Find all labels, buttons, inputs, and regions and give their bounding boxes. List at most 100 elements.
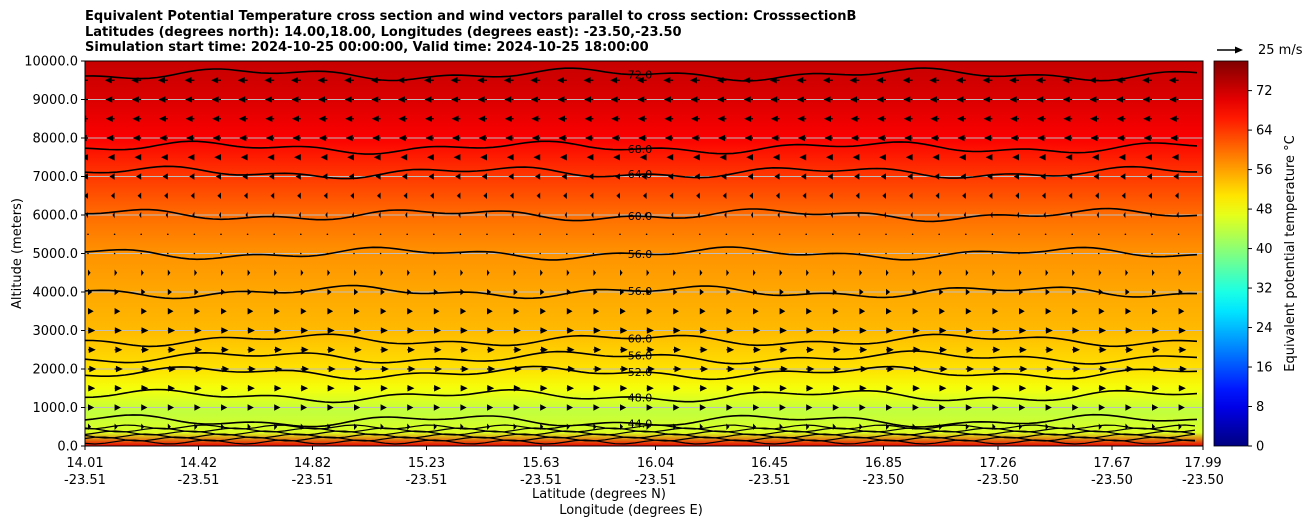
wind-vector-head [141, 269, 144, 276]
wind-vector-head [89, 365, 97, 373]
wind-vector-head [753, 308, 759, 315]
wind-vector-head [214, 154, 221, 161]
wind-vector-head [797, 115, 805, 122]
wind-vector-head [425, 134, 433, 142]
wind-vector-head [434, 327, 442, 334]
wind-vector-head [1070, 211, 1073, 219]
wind-vector [433, 233, 435, 236]
wind-vector-head [221, 269, 224, 276]
wind-vector-head [514, 365, 522, 373]
wind-vector-head [455, 173, 461, 180]
wind-vector-head [823, 115, 831, 122]
contour-label: 56.0 [628, 248, 653, 261]
wind-vector-head [351, 211, 354, 219]
wind-vector-head [664, 115, 672, 122]
wind-vector-head [939, 385, 947, 392]
wind-vector-head [566, 423, 570, 430]
wind-vector-head [693, 154, 700, 161]
wind-vector-head [806, 423, 810, 430]
wind-vector-head [830, 211, 833, 219]
wind-vector-head [134, 154, 142, 161]
wind-vector [645, 233, 648, 236]
x-tick-label-lon: -23.51 [520, 473, 562, 488]
wind-vector-head [620, 346, 628, 353]
wind-vector-head [435, 365, 443, 373]
wind-vector-head [992, 327, 1000, 334]
wind-vector-head [886, 423, 890, 430]
wind-vector [1124, 233, 1127, 236]
wind-vector-head [300, 269, 304, 276]
wind-vector-head [88, 269, 91, 276]
wind-vector [246, 233, 249, 236]
wind-vector-head [646, 269, 650, 276]
wind-vector-head [620, 385, 628, 392]
x-tick-label-lon: -23.50 [1182, 473, 1224, 488]
wind-vector-head [185, 115, 193, 122]
wind-vector-head [726, 404, 733, 411]
wind-vector [87, 252, 89, 255]
wind-vector-head [215, 173, 221, 180]
wind-vector-head [638, 134, 646, 142]
wind-vector [486, 233, 488, 236]
wind-vector [911, 233, 914, 236]
wind-vector-head [1152, 288, 1157, 296]
wind-vector-head [378, 211, 381, 219]
wind-vector-head [1178, 423, 1182, 430]
wind-vector-head [822, 77, 830, 84]
wind-vector-head [701, 365, 709, 373]
wind-vector-head [1020, 365, 1028, 373]
wind-vector-head [1099, 327, 1107, 334]
x-axis-label-lon: Longitude (degrees E) [559, 503, 703, 518]
contour-label: 60.0 [628, 210, 653, 223]
wind-vector-head [992, 404, 999, 411]
wind-vector-head [1019, 288, 1024, 296]
colorbar-tick-label: 48 [1256, 203, 1273, 218]
wind-vector-head [274, 308, 280, 315]
wind-vector-head [779, 385, 787, 392]
contour-label: 72.0 [628, 69, 653, 82]
wind-vector-head [594, 346, 602, 353]
wind-vector-head [354, 308, 360, 315]
wind-vector-head [591, 211, 594, 219]
wind-vector-head [540, 327, 548, 334]
wind-vector [246, 252, 249, 255]
wind-vector-head [540, 404, 547, 411]
wind-vector-head [644, 211, 647, 219]
wind-vector-head [673, 269, 676, 276]
surface-contour-line [85, 427, 1196, 433]
wind-vector-head [533, 154, 541, 161]
wind-vector-head [965, 423, 969, 430]
wind-vector-head [212, 134, 220, 142]
wind-vector-head [1145, 154, 1152, 161]
wind-vector-head [647, 365, 655, 373]
wind-vector-head [540, 288, 545, 296]
wind-vector-head [167, 288, 172, 296]
wind-vector-head [1170, 134, 1178, 142]
wind-vector-head [477, 96, 485, 103]
wind-vector-field [85, 77, 1187, 430]
wind-vector-head [779, 308, 786, 315]
wind-vector-head [265, 134, 273, 142]
x-tick-label-lat: 16.85 [865, 456, 902, 471]
wind-vector-head [487, 288, 492, 296]
wind-vector-head [663, 77, 671, 84]
wind-vector-head [169, 365, 177, 373]
wind-vector-head [1148, 192, 1152, 199]
wind-vector-head [620, 288, 625, 296]
wind-vector-head [807, 346, 814, 353]
wind-vector-head [796, 96, 804, 103]
colorbar-tick-label: 0 [1256, 440, 1264, 455]
wind-vector-head [1045, 327, 1053, 334]
wind-vector-head [620, 423, 624, 430]
wind-vector-head [824, 134, 832, 142]
wind-vector-head [164, 192, 168, 199]
wind-vector-head [403, 192, 408, 199]
wind-vector-head [887, 365, 895, 373]
wind-vector-head [506, 154, 514, 161]
wind-vector [1124, 252, 1127, 255]
wind-vector-head [966, 385, 974, 392]
wind-vector-head [746, 154, 753, 161]
wind-vector-head [531, 134, 539, 142]
wind-vector-head [939, 308, 945, 315]
wind-vector-head [300, 404, 308, 411]
